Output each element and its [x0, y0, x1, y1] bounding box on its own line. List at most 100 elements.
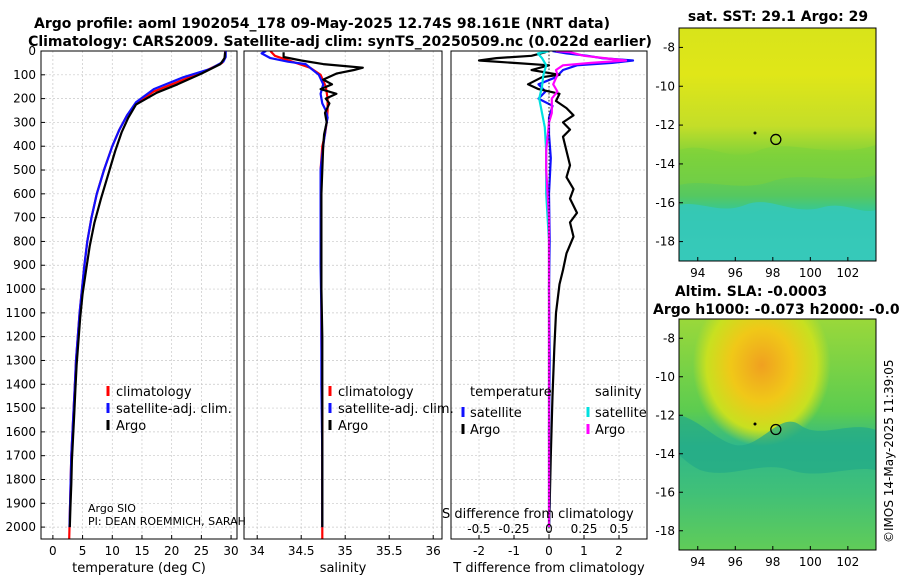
- y-tick-label: 300: [13, 115, 36, 129]
- map-y-tick-label: -8: [663, 331, 675, 345]
- float-annotation: PI: DEAN ROEMMICH, SARAH: [88, 515, 246, 528]
- legend-label: Argo: [116, 419, 146, 434]
- top-x-tick-label: -0.25: [498, 522, 529, 536]
- y-tick-label: 1400: [5, 377, 36, 391]
- series-line-climatology: [269, 51, 329, 539]
- figure-title-line2: Climatology: CARS2009. Satellite-adj cli…: [28, 34, 652, 50]
- axes-frame: [243, 50, 443, 540]
- y-tick-label: 1800: [5, 472, 36, 486]
- map-x-tick-label: 94: [690, 266, 705, 280]
- x-axis-label: temperature (deg C): [72, 561, 206, 576]
- y-tick-label: 900: [13, 258, 36, 272]
- map-y-tick-label: -16: [655, 196, 675, 210]
- y-tick-label: 1200: [5, 330, 36, 344]
- map-x-tick-label: 96: [728, 555, 743, 569]
- figure-title-line1: Argo profile: aoml 1902054_178 09-May-20…: [34, 16, 610, 32]
- legend-label: satellite: [595, 406, 647, 421]
- x-tick-label: 35: [338, 544, 353, 558]
- sst-small-dot: [753, 131, 757, 135]
- map-y-tick-label: -10: [655, 370, 675, 384]
- y-tick-label: 400: [13, 139, 36, 153]
- y-tick-label: 100: [13, 68, 36, 82]
- map-y-tick-label: -8: [663, 40, 675, 54]
- x-tick-label: 1: [580, 544, 588, 558]
- legend-label: Argo: [338, 419, 368, 434]
- temperature-panel: 0 5 10 15 20 25 30 temperature (deg C) 0 100 200 30…: [5, 44, 245, 576]
- legend-label: Argo: [470, 423, 500, 438]
- x-tick-label: 0: [545, 544, 553, 558]
- x-tick-label: 36: [426, 544, 441, 558]
- y-tick-label: 700: [13, 211, 36, 225]
- top-x-tick-label: 0: [545, 522, 553, 536]
- x-tick-label: 15: [134, 544, 149, 558]
- top-x-tick-label: 0.5: [609, 522, 628, 536]
- series-line-t-argo: [477, 51, 579, 528]
- legend-label: satellite-adj. clim.: [116, 402, 232, 417]
- axes-frame: [40, 50, 238, 540]
- sla-map: Altim. SLA: -0.0003 Argo h1000: -0.073 h…: [653, 284, 900, 569]
- y-tick-label: 1300: [5, 353, 36, 367]
- y-tick-label: 800: [13, 234, 36, 248]
- x-axis-label: salinity: [320, 561, 367, 576]
- map-y-tick-label: -18: [655, 235, 675, 249]
- legend-heading-salinity: salinity: [595, 385, 642, 400]
- x-tick-label: -1: [508, 544, 520, 558]
- sla-map-title: Altim. SLA: -0.0003: [675, 284, 827, 300]
- x-tick-label: 34: [250, 544, 265, 558]
- x-tick-label: 30: [223, 544, 238, 558]
- salinity-panel: 34 34.5 35 35.5 36 salinity climatology satelli…: [243, 50, 454, 576]
- float-annotation: Argo SIO: [88, 502, 136, 515]
- map-y-tick-label: -14: [655, 447, 675, 461]
- series-line-argo: [282, 52, 364, 528]
- legend-label: satellite-adj. clim.: [338, 402, 454, 417]
- y-tick-label: 200: [13, 92, 36, 106]
- difference-panel: -2 -1 0 1 2 T difference from climatology temp…: [442, 50, 648, 576]
- sst-map-green-band: [679, 145, 876, 186]
- series-line-s-argo: [545, 51, 628, 528]
- y-tick-label: 500: [13, 163, 36, 177]
- legend-label: climatology: [338, 385, 414, 400]
- top-x-tick-label: -0.5: [467, 522, 490, 536]
- series-line-argo: [68, 52, 227, 528]
- map-y-tick-label: -12: [655, 408, 675, 422]
- sla-map-subtitle: Argo h1000: -0.073 h2000: -0.063: [653, 302, 900, 318]
- map-x-tick-label: 100: [799, 266, 822, 280]
- y-tick-label: 1700: [5, 449, 36, 463]
- sst-map: sat. SST: 29.1 Argo: 29 94 96 98 100 102 -8 -1…: [655, 9, 877, 280]
- legend-heading-temperature: temperature: [470, 385, 552, 400]
- top-x-tick-label: 0.25: [571, 522, 598, 536]
- map-x-tick-label: 98: [765, 266, 780, 280]
- sst-map-axes: 94 96 98 100 102 -8 -10 -12 -14 -16 -18: [655, 40, 859, 280]
- map-x-tick-label: 102: [836, 266, 859, 280]
- sst-map-title: sat. SST: 29.1 Argo: 29: [688, 9, 868, 25]
- y-tick-label: 1900: [5, 496, 36, 510]
- x-tick-label: 35.5: [376, 544, 403, 558]
- x-tick-label: 2: [615, 544, 623, 558]
- x-tick-label: -2: [473, 544, 485, 558]
- map-x-tick-label: 102: [836, 555, 859, 569]
- x-tick-label: 34.5: [288, 544, 315, 558]
- sla-small-dot: [753, 422, 757, 426]
- legend-label: Argo: [595, 423, 625, 438]
- x-tick-label: 25: [194, 544, 209, 558]
- y-tick-label: 1100: [5, 306, 36, 320]
- x-tick-label: 0: [49, 544, 57, 558]
- sst-argo-marker: [770, 133, 782, 146]
- y-tick-label: 0: [28, 44, 36, 58]
- x-axis-label: T difference from climatology: [452, 561, 645, 576]
- y-tick-label: 600: [13, 187, 36, 201]
- y-tick-label: 1000: [5, 282, 36, 296]
- y-tick-label: 1600: [5, 425, 36, 439]
- x-tick-label: 20: [164, 544, 179, 558]
- sla-argo-marker: [770, 423, 782, 436]
- series-line-climatology: [68, 51, 227, 539]
- map-x-tick-label: 96: [728, 266, 743, 280]
- x-tick-label: 5: [79, 544, 87, 558]
- y-tick-label: 1500: [5, 401, 36, 415]
- legend-label: satellite: [470, 406, 522, 421]
- x-tick-label: 10: [105, 544, 120, 558]
- map-y-tick-label: -14: [655, 157, 675, 171]
- map-y-tick-label: -18: [655, 524, 675, 538]
- sst-map-cool-patch: [679, 202, 876, 261]
